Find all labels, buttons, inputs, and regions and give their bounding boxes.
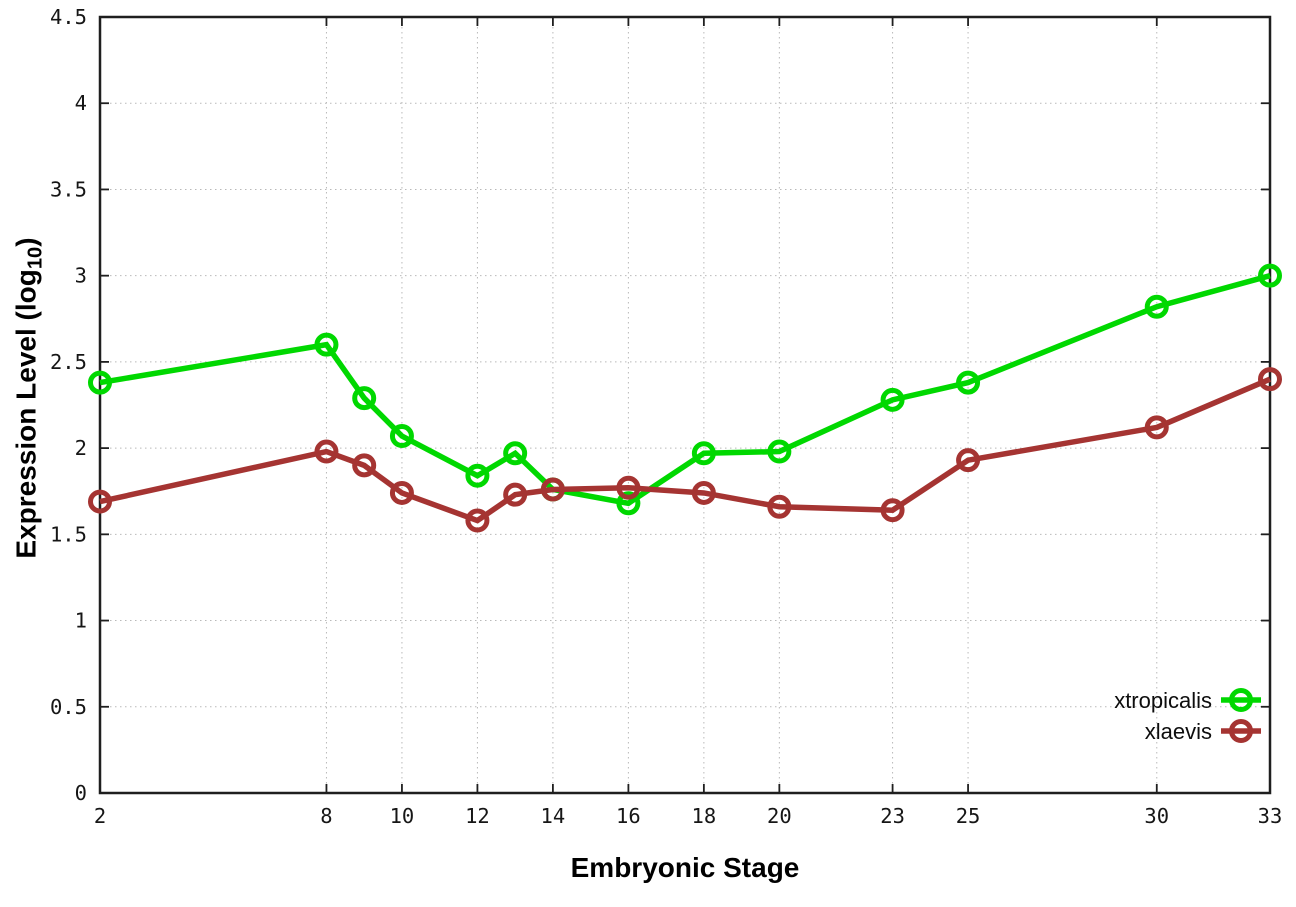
- legend-marker-xlaevis: [1229, 719, 1253, 743]
- x-axis-title: Embryonic Stage: [570, 852, 800, 883]
- data-point-xlaevis-10: [389, 480, 414, 505]
- y-axis-title-suffix: ): [10, 237, 42, 247]
- y-tick-label: 0: [75, 781, 87, 805]
- x-tick-label: 14: [541, 804, 566, 828]
- y-axis-title-subscript: 10: [24, 246, 47, 270]
- data-point-xtropicalis-25: [956, 370, 981, 395]
- data-point-xlaevis-20: [767, 494, 792, 519]
- y-tick-label: 4.5: [50, 5, 87, 29]
- x-tick-label: 2: [94, 804, 106, 828]
- gridlines: [100, 17, 1270, 793]
- data-point-xtropicalis-13: [503, 441, 528, 466]
- data-point-xtropicalis-30: [1144, 294, 1169, 319]
- y-tick-label: 3.5: [50, 177, 87, 201]
- data-point-xtropicalis-8: [314, 332, 339, 357]
- legend-item-xtropicalis: xtropicalis: [1114, 688, 1261, 713]
- series-xlaevis: [88, 367, 1282, 533]
- legend-label-xlaevis: xlaevis: [1145, 719, 1212, 744]
- data-point-xlaevis-12: [465, 508, 490, 533]
- data-point-xlaevis-25: [956, 448, 981, 473]
- data-point-xtropicalis-20: [767, 439, 792, 464]
- data-point-xlaevis-33: [1258, 367, 1282, 392]
- tick-marks: [99, 16, 1271, 794]
- data-point-xtropicalis-23: [880, 387, 905, 412]
- x-tick-label: 18: [692, 804, 717, 828]
- x-tick-labels: 2 8 10 12 14 16 18 20 23 25 30 33: [94, 804, 1283, 828]
- data-point-xlaevis-8: [314, 439, 339, 464]
- data-point-xlaevis-16: [616, 475, 641, 500]
- legend-label-xtropicalis: xtropicalis: [1114, 688, 1212, 713]
- x-tick-label: 33: [1258, 804, 1283, 828]
- data-point-xlaevis-18: [691, 480, 716, 505]
- data-point-xlaevis-23: [880, 498, 905, 523]
- x-tick-label: 30: [1144, 804, 1169, 828]
- series-line-xlaevis: [99, 376, 1272, 524]
- y-tick-label: 2: [75, 436, 87, 460]
- data-point-xtropicalis-9: [352, 386, 377, 411]
- y-tick-label: 2.5: [50, 350, 87, 374]
- x-tick-label: 8: [320, 804, 332, 828]
- plot-border: [98, 15, 1272, 795]
- series-xtropicalis: [88, 263, 1282, 516]
- y-tick-label: 0.5: [50, 695, 87, 719]
- y-tick-label: 1: [75, 609, 87, 633]
- data-point-xtropicalis-16: [616, 491, 641, 516]
- data-point-xlaevis-2: [88, 489, 112, 514]
- data-point-xtropicalis-33: [1258, 263, 1282, 288]
- y-tick-label: 1.5: [50, 522, 87, 546]
- x-tick-label: 16: [616, 804, 641, 828]
- data-point-xlaevis-13: [503, 482, 528, 507]
- data-point-xtropicalis-2: [88, 370, 112, 395]
- data-point-xlaevis-30: [1144, 415, 1169, 440]
- y-axis-title-text: Expression Level (log: [10, 269, 42, 559]
- x-tick-label: 10: [390, 804, 415, 828]
- y-axis-title: Expression Level (log10): [11, 237, 48, 558]
- data-point-xlaevis-14: [540, 477, 565, 502]
- x-tick-label: 20: [767, 804, 792, 828]
- y-tick-label: 3: [75, 264, 87, 288]
- legend-item-xlaevis: xlaevis: [1145, 719, 1261, 744]
- legend: xtropicalis xlaevis: [1114, 688, 1261, 744]
- data-point-xtropicalis-18: [691, 441, 716, 466]
- y-tick-labels: 0 0.5 1 1.5 2 2.5 3 3.5 4 4.5: [50, 5, 87, 805]
- series-line-xtropicalis: [99, 273, 1271, 507]
- legend-marker-xtropicalis: [1229, 688, 1253, 712]
- data-point-xtropicalis-12: [465, 463, 490, 488]
- data-point-xtropicalis-10: [389, 424, 414, 449]
- y-tick-label: 4: [75, 91, 87, 115]
- x-tick-label: 25: [956, 804, 981, 828]
- x-tick-label: 23: [880, 804, 905, 828]
- data-point-xlaevis-9: [352, 453, 377, 478]
- x-tick-label: 12: [465, 804, 490, 828]
